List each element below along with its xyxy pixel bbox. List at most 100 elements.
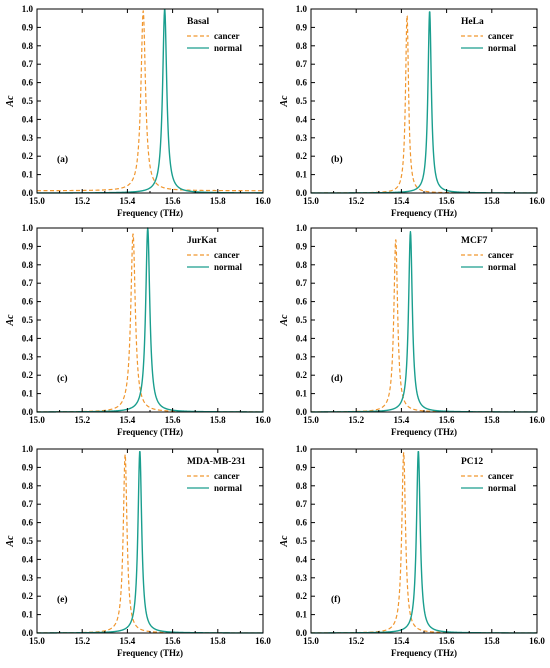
legend: PC12 cancer normal	[461, 457, 516, 493]
y-tick-label: 0.7	[296, 278, 308, 288]
y-tick-label: 0.3	[22, 352, 34, 362]
legend-title: HeLa	[461, 17, 484, 27]
y-tick-label: 0.1	[296, 170, 308, 180]
legend-label-normal: normal	[214, 43, 242, 53]
y-tick-label: 0.4	[296, 554, 308, 564]
y-tick-label: 0.7	[22, 499, 34, 509]
y-axis-title: Ac	[5, 95, 16, 108]
x-tick-label: 15.2	[74, 415, 90, 425]
x-axis-title: Frequency (THz)	[391, 208, 457, 218]
legend: HeLa cancer normal	[461, 17, 516, 53]
y-tick-label: 1.0	[296, 444, 308, 454]
x-axis-title: Frequency (THz)	[391, 427, 457, 437]
y-tick-label: 0.9	[22, 22, 34, 32]
x-tick-label: 16.0	[529, 636, 545, 646]
y-tick-label: 0.8	[296, 260, 308, 270]
y-tick-label: 0.4	[296, 114, 308, 124]
y-tick-label: 0.9	[296, 241, 308, 251]
y-tick-label: 0.4	[22, 114, 34, 124]
y-axis-title: Ac	[279, 95, 290, 108]
y-tick-label: 0.5	[296, 536, 308, 546]
y-tick-label: 0.2	[22, 151, 34, 161]
legend: JurKat cancer normal	[187, 236, 242, 272]
x-tick-label: 15.4	[120, 636, 136, 646]
y-tick-label: 1.0	[22, 223, 34, 233]
x-tick-label: 15.8	[484, 636, 500, 646]
x-tick-label: 15.4	[394, 636, 410, 646]
y-tick-label: 0.9	[296, 462, 308, 472]
y-tick-label: 0.2	[296, 370, 308, 380]
y-tick-label: 0.6	[22, 518, 34, 528]
chart-panel-5: 15.0 15.2 15.4 15.6 15.8 16.0 0.0 0.1 0.2 0.3 0.4 0…	[5, 444, 271, 658]
y-tick-label: 0.3	[22, 573, 34, 583]
y-tick-label: 0.0	[22, 188, 34, 198]
x-tick-label: 15.8	[484, 196, 500, 206]
legend-title: JurKat	[187, 236, 217, 246]
chart-panel-4: 15.0 15.2 15.4 15.6 15.8 16.0 0.0 0.1 0.2 0.3 0.4 0…	[279, 223, 545, 437]
y-tick-label: 0.7	[296, 499, 308, 509]
legend-label-normal: normal	[488, 43, 516, 53]
x-tick-label: 15.8	[210, 636, 226, 646]
y-tick-label: 0.0	[296, 407, 308, 417]
legend-label-cancer: cancer	[214, 31, 239, 41]
series-cancer-line	[36, 10, 264, 192]
y-tick-label: 0.8	[22, 41, 34, 51]
y-tick-label: 0.3	[22, 133, 34, 143]
y-tick-label: 0.4	[22, 554, 34, 564]
chart-panel-2: 15.0 15.2 15.4 15.6 15.8 16.0 0.0 0.1 0.2 0.3 0.4 0…	[279, 4, 545, 218]
y-tick-label: 0.1	[296, 610, 308, 620]
chart-panel-6: 15.0 15.2 15.4 15.6 15.8 16.0 0.0 0.1 0.2 0.3 0.4 0…	[279, 444, 545, 658]
panel-label: (e)	[57, 594, 68, 605]
panel-label: (d)	[331, 373, 343, 384]
y-tick-label: 0.7	[296, 59, 308, 69]
legend-label-cancer: cancer	[214, 471, 239, 481]
x-tick-label: 15.4	[394, 196, 410, 206]
y-tick-label: 0.8	[296, 41, 308, 51]
y-axis-title: Ac	[5, 314, 16, 327]
x-tick-label: 15.2	[74, 196, 90, 206]
y-tick-label: 0.9	[296, 22, 308, 32]
y-tick-label: 0.6	[296, 78, 308, 88]
y-axis-title: Ac	[5, 535, 16, 548]
legend-label-normal: normal	[214, 262, 242, 272]
y-tick-label: 0.8	[22, 260, 34, 270]
panel-label: (b)	[331, 154, 343, 165]
y-tick-label: 1.0	[296, 4, 308, 14]
y-tick-label: 0.6	[296, 297, 308, 307]
x-tick-label: 15.2	[348, 415, 364, 425]
y-tick-label: 0.3	[296, 133, 308, 143]
legend-label-cancer: cancer	[214, 250, 239, 260]
y-tick-label: 0.3	[296, 573, 308, 583]
x-tick-label: 15.0	[303, 196, 319, 206]
x-axis-title: Frequency (THz)	[117, 208, 183, 218]
y-tick-label: 0.4	[296, 333, 308, 343]
legend-title: PC12	[461, 457, 483, 467]
x-tick-label: 15.8	[210, 415, 226, 425]
x-tick-label: 15.6	[165, 415, 181, 425]
x-tick-label: 15.0	[29, 415, 45, 425]
y-tick-label: 0.6	[22, 78, 34, 88]
y-tick-label: 0.5	[296, 315, 308, 325]
x-tick-label: 15.0	[29, 196, 45, 206]
x-tick-label: 16.0	[255, 415, 271, 425]
y-tick-label: 0.2	[22, 370, 34, 380]
legend-title: MDA-MB-231	[187, 457, 246, 467]
panel-label: (a)	[57, 154, 68, 165]
y-tick-label: 0.3	[296, 352, 308, 362]
y-tick-label: 0.1	[296, 389, 308, 399]
x-tick-label: 15.6	[439, 415, 455, 425]
legend-label-cancer: cancer	[488, 471, 513, 481]
legend-label-normal: normal	[214, 483, 242, 493]
x-tick-label: 15.2	[74, 636, 90, 646]
y-tick-label: 0.6	[296, 518, 308, 528]
legend-title: MCF7	[461, 236, 488, 246]
y-tick-label: 0.0	[296, 188, 308, 198]
legend-title: Basal	[187, 17, 210, 27]
x-axis-title: Frequency (THz)	[391, 648, 457, 658]
x-axis-title: Frequency (THz)	[117, 427, 183, 437]
y-tick-label: 0.5	[296, 96, 308, 106]
y-tick-label: 1.0	[22, 444, 34, 454]
y-tick-label: 0.7	[22, 278, 34, 288]
y-tick-label: 0.8	[22, 481, 34, 491]
